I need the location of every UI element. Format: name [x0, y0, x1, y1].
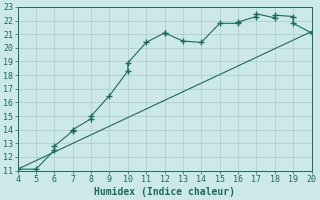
X-axis label: Humidex (Indice chaleur): Humidex (Indice chaleur)	[94, 186, 235, 197]
